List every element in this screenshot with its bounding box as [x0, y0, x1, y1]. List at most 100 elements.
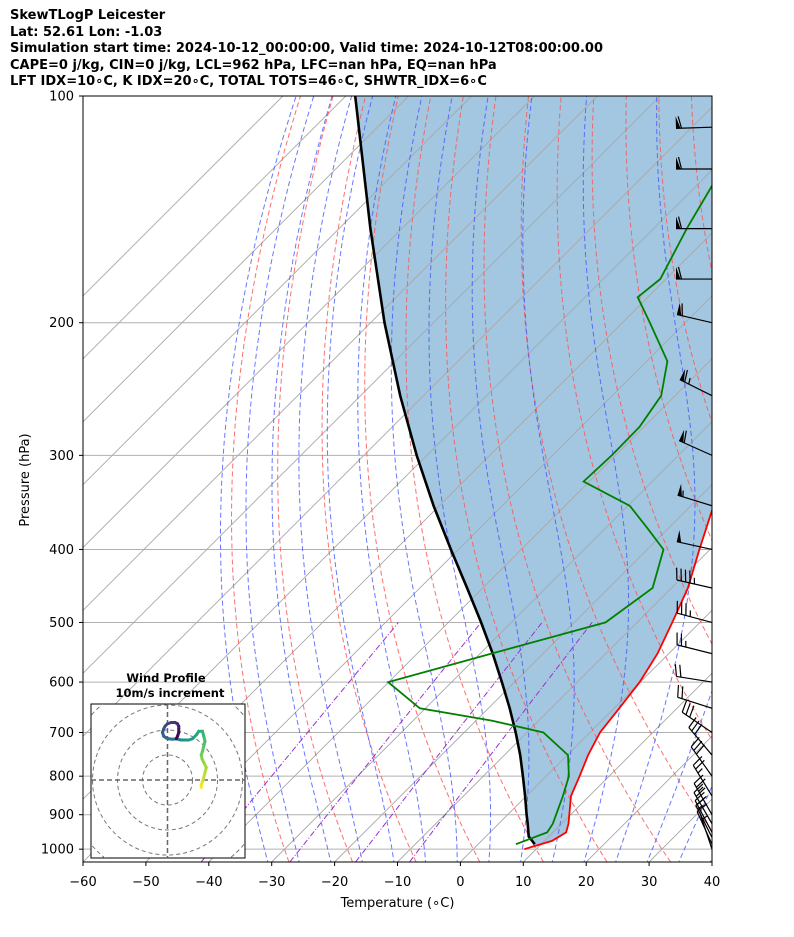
dewpoint-line: [386, 184, 712, 846]
wind-barb-full: [677, 266, 683, 280]
y-tick-label: 800: [49, 770, 74, 785]
isotherm-line: [775, 96, 794, 862]
wind-barb-shaft: [676, 644, 712, 655]
isotherm-line: [334, 483, 712, 862]
moist-adiabat-line: [326, 96, 395, 862]
wind-barb-full: [681, 700, 688, 713]
wind-barb-shaft: [694, 800, 712, 833]
wind-barb-flag: [676, 157, 681, 169]
inset-subtitle: 10m/s increment: [116, 686, 225, 700]
isotherm-line: [83, 96, 472, 486]
wind-barb-flag: [679, 368, 686, 382]
isotherm-line: [83, 96, 598, 612]
moist-adiabats: [220, 96, 794, 865]
wind-barb-shaft: [677, 494, 712, 507]
wind-barb-shaft: [678, 440, 712, 456]
isotherm-line: [460, 609, 712, 862]
wind-barb-full: [695, 787, 706, 797]
wind-barb-full: [688, 717, 697, 728]
inset-rings: [91, 704, 245, 858]
wind-barb-full: [695, 744, 705, 755]
moist-adiabat-line: [646, 689, 712, 862]
hodograph-segment: [174, 734, 179, 741]
wind-barb-full: [684, 369, 688, 383]
wind-barb-full: [692, 756, 703, 766]
y-tick-label: 1000: [41, 843, 74, 858]
wind-barb-full: [679, 664, 682, 678]
wind-barb-full: [674, 664, 678, 677]
wind-profile-inset: Wind Profile 10m/s increment: [90, 671, 246, 859]
wind-barb-half: [697, 768, 703, 774]
wind-barb-shaft: [676, 579, 712, 589]
isotherm-line: [145, 295, 712, 862]
title-line-2: Lat: 52.61 Lon: -1.03: [10, 24, 163, 40]
x-tick-label: −50: [132, 875, 159, 890]
title-line-3: Simulation start time: 2024-10-12_00:00:…: [10, 41, 603, 56]
wind-barb-shaft: [679, 379, 712, 397]
isotherm-line: [83, 106, 712, 737]
wind-barb-shaft: [677, 612, 712, 624]
cape-cin-shading: [355, 96, 712, 850]
isotherm-line: [83, 96, 347, 360]
moist-adiabat-line: [298, 96, 363, 862]
x-tick-label: 10: [515, 875, 532, 890]
dry-adiabat-line: [789, 96, 794, 862]
mixing-ratio-line: [289, 622, 482, 862]
wind-barb-shaft: [693, 792, 712, 824]
wind-barb-shaft: [676, 675, 712, 683]
isotherm-line: [397, 546, 712, 862]
dry-adiabat-line: [625, 96, 712, 542]
wind-barb-half: [698, 786, 704, 792]
y-tick-label: 900: [49, 808, 74, 823]
wind-barb-full: [677, 156, 683, 170]
wind-barb-full: [696, 795, 707, 806]
wind-barb-full: [695, 778, 706, 788]
y-axis-label: Pressure (hPa): [18, 433, 33, 526]
x-tick-label: −30: [258, 875, 285, 890]
wind-barb-shaft: [681, 711, 712, 733]
moist-adiabat-line: [740, 96, 794, 865]
mixing-ratio-line: [409, 622, 593, 862]
isotherm-line: [208, 358, 712, 862]
wind-barb-flag: [677, 483, 682, 497]
wind-barb-full: [693, 783, 704, 793]
dry-adiabat-line: [231, 96, 301, 862]
wind-barb-full: [677, 684, 680, 698]
dry-adiabat-line: [321, 96, 417, 862]
wind-barbs: [674, 116, 712, 850]
wind-barb-full: [693, 774, 704, 784]
dry-adiabat-line: [520, 96, 712, 832]
dry-adiabat-line: [724, 96, 794, 862]
wind-barb-full: [694, 724, 703, 735]
wind-barb-shaft: [688, 727, 712, 756]
title-line-4: CAPE=0 j/kg, CIN=0 j/kg, LCL=962 hPa, LF…: [10, 57, 497, 73]
wind-barb-shaft: [690, 746, 712, 777]
isotherm-line: [271, 421, 712, 862]
isotherm-line: [83, 96, 410, 423]
y-tick-label: 300: [49, 449, 74, 464]
moist-adiabat-line: [709, 857, 712, 862]
wind-barb-full: [677, 216, 683, 229]
dry-adiabat-line: [591, 96, 712, 646]
y-tick-label: 600: [49, 676, 74, 691]
y-tick-label: 200: [49, 316, 74, 331]
wind-barb-flag: [676, 530, 682, 543]
wind-barb-shaft: [695, 805, 712, 838]
x-tick-label: 40: [704, 875, 721, 890]
wind-barb-shaft: [676, 541, 712, 551]
x-axis-label: Temperature (∘C): [340, 896, 455, 911]
wind-barb-flag: [676, 267, 681, 279]
wind-barb-shaft: [677, 696, 712, 709]
x-tick-label: −60: [69, 875, 96, 890]
wind-barb-shaft: [675, 126, 712, 129]
temperature-line: [523, 507, 712, 851]
moist-adiabat-line: [245, 96, 315, 862]
y-tick-label: 100: [49, 90, 74, 105]
wind-barb-full: [685, 702, 691, 715]
dry-adiabat-line: [405, 96, 544, 862]
x-tick-label: 20: [578, 875, 595, 890]
title-line-1: SkewTLogP Leicester: [10, 8, 166, 23]
wind-barb-full: [681, 686, 684, 699]
isotherm-line: [83, 96, 284, 297]
